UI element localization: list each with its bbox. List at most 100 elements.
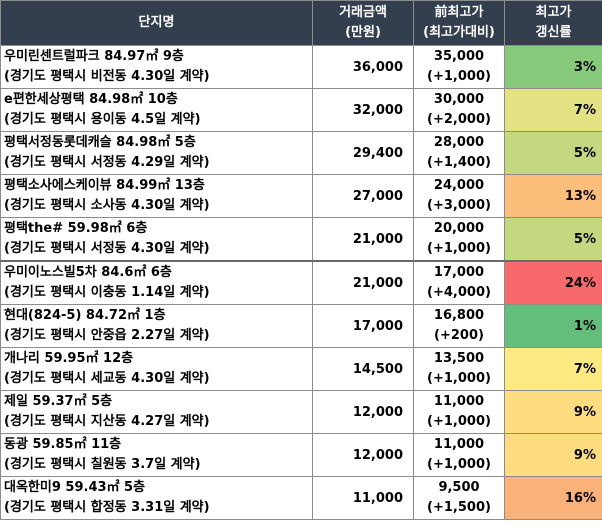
trade-amount: 12,000 <box>312 433 414 477</box>
complex-location: (경기도 평택시 서정동 4.30일 계약) <box>4 241 210 256</box>
trade-amount: 11,000 <box>312 476 414 520</box>
table-row: 현대(824-5) 84.72㎡ 1층 (경기도 평택시 안중읍 2.27일 계약… <box>0 304 602 348</box>
prev-high-diff: (+2,000) <box>427 112 491 127</box>
complex-name-cell: 우미린센트럴파크 84.97㎡ 9층 (경기도 평택시 비전동 4.30일 계약) <box>0 45 313 89</box>
prev-high-price: 20,000 <box>433 221 485 236</box>
complex-name: 우미린센트럴파크 84.97㎡ 9층 <box>4 49 184 64</box>
complex-name-cell: 현대(824-5) 84.72㎡ 1층 (경기도 평택시 안중읍 2.27일 계약… <box>0 304 313 348</box>
complex-name: 평택서정동롯데캐슬 84.98㎡ 5층 <box>4 135 196 150</box>
complex-location: (경기도 평택시 안중읍 2.27일 계약) <box>4 328 210 343</box>
complex-name: 개나리 59.95㎡ 12층 <box>4 351 134 366</box>
complex-name: e편한세상평택 84.98㎡ 10층 <box>4 92 178 107</box>
complex-name-cell: 평택서정동롯데캐슬 84.98㎡ 5층 (경기도 평택시 서정동 4.29일 계약… <box>0 131 313 175</box>
trade-amount: 29,400 <box>312 131 414 175</box>
prev-high-price: 9,500 <box>438 480 480 495</box>
header-trade-amount-line1: 거래금액 <box>339 5 387 20</box>
table-row: 평택서정동롯데캐슬 84.98㎡ 5층 (경기도 평택시 서정동 4.29일 계약… <box>0 131 602 175</box>
table-row: 동광 59.85㎡ 11층 (경기도 평택시 칠원동 3.7일 계약) 12,000… <box>0 433 602 477</box>
prev-high-diff: (+200) <box>434 328 484 343</box>
renewal-rate: 24% <box>504 260 602 305</box>
trade-amount: 21,000 <box>312 217 414 262</box>
renewal-rate: 7% <box>504 88 602 132</box>
complex-location: (경기도 평택시 세교동 4.30일 계약) <box>4 371 210 386</box>
prev-high-cell: 35,000 (+1,000) <box>413 45 505 89</box>
trade-amount: 32,000 <box>312 88 414 132</box>
complex-name-cell: 제일 59.37㎡ 5층 (경기도 평택시 지산동 4.27일 계약) <box>0 390 313 434</box>
complex-name-cell: 평택소사에스케이뷰 84.99㎡ 13층 (경기도 평택시 소사동 4.30일 계… <box>0 174 313 218</box>
renewal-rate: 16% <box>504 476 602 520</box>
table-row: 제일 59.37㎡ 5층 (경기도 평택시 지산동 4.27일 계약) 12,000… <box>0 390 602 434</box>
table-row: e편한세상평택 84.98㎡ 10층 (경기도 평택시 용이동 4.5일 계약) 3… <box>0 88 602 132</box>
trade-amount: 27,000 <box>312 174 414 218</box>
renewal-rate: 9% <box>504 433 602 477</box>
header-prev-high: 前최고가 (최고가대비) <box>413 0 505 46</box>
complex-location: (경기도 평택시 합정동 3.31일 계약) <box>4 500 210 515</box>
prev-high-diff: (+1,000) <box>427 457 491 472</box>
renewal-rate: 7% <box>504 347 602 391</box>
header-complex-name-label: 단지명 <box>138 15 175 30</box>
header-renewal-rate-line2: 갱신률 <box>535 25 572 40</box>
prev-high-price: 17,000 <box>433 265 485 280</box>
table-row: 개나리 59.95㎡ 12층 (경기도 평택시 세교동 4.30일 계약) 14,5… <box>0 347 602 391</box>
trade-amount: 12,000 <box>312 390 414 434</box>
complex-name-cell: 동광 59.85㎡ 11층 (경기도 평택시 칠원동 3.7일 계약) <box>0 433 313 477</box>
complex-location: (경기도 평택시 소사동 4.30일 계약) <box>4 198 210 213</box>
renewal-rate: 9% <box>504 390 602 434</box>
prev-high-price: 16,800 <box>433 308 485 323</box>
prev-high-diff: (+1,000) <box>427 414 491 429</box>
trade-amount: 21,000 <box>312 260 414 305</box>
prev-high-cell: 11,000 (+1,000) <box>413 390 505 434</box>
prev-high-price: 24,000 <box>433 178 485 193</box>
trade-amount: 36,000 <box>312 45 414 89</box>
complex-name: 동광 59.85㎡ 11층 <box>4 437 122 452</box>
prev-high-cell: 24,000 (+3,000) <box>413 174 505 218</box>
complex-name: 우미이노스빌5차 84.6㎡ 6층 <box>4 265 172 280</box>
renewal-rate: 3% <box>504 45 602 89</box>
prev-high-cell: 17,000 (+4,000) <box>413 260 505 305</box>
prev-high-price: 28,000 <box>433 135 485 150</box>
prev-high-diff: (+1,000) <box>427 241 491 256</box>
prev-high-cell: 11,000 (+1,000) <box>413 433 505 477</box>
renewal-rate: 5% <box>504 131 602 175</box>
table-header-row: 단지명 거래금액 (만원) 前최고가 (최고가대비) 최고가 갱신률 <box>0 0 602 46</box>
prev-high-price: 11,000 <box>433 437 485 452</box>
renewal-rate: 1% <box>504 304 602 348</box>
header-trade-amount: 거래금액 (만원) <box>312 0 414 46</box>
complex-name-cell: e편한세상평택 84.98㎡ 10층 (경기도 평택시 용이동 4.5일 계약) <box>0 88 313 132</box>
prev-high-price: 35,000 <box>433 49 485 64</box>
complex-name: 제일 59.37㎡ 5층 <box>4 394 113 409</box>
trade-amount: 14,500 <box>312 347 414 391</box>
prev-high-diff: (+3,000) <box>427 198 491 213</box>
prev-high-cell: 28,000 (+1,400) <box>413 131 505 175</box>
complex-name: 현대(824-5) 84.72㎡ 1층 <box>4 308 166 323</box>
table-row: 평택the# 59.98㎡ 6층 (경기도 평택시 서정동 4.30일 계약) 21… <box>0 217 602 262</box>
renewal-rate: 13% <box>504 174 602 218</box>
prev-high-diff: (+1,400) <box>427 155 491 170</box>
prev-high-cell: 9,500 (+1,500) <box>413 476 505 520</box>
prev-high-cell: 30,000 (+2,000) <box>413 88 505 132</box>
complex-location: (경기도 평택시 칠원동 3.7일 계약) <box>4 457 201 472</box>
complex-location: (경기도 평택시 지산동 4.27일 계약) <box>4 414 210 429</box>
header-renewal-rate-line1: 최고가 <box>535 5 572 20</box>
prev-high-diff: (+1,000) <box>427 69 491 84</box>
complex-location: (경기도 평택시 이충동 1.14일 계약) <box>4 285 210 300</box>
table-row: 우미린센트럴파크 84.97㎡ 9층 (경기도 평택시 비전동 4.30일 계약)… <box>0 45 602 89</box>
header-prev-high-line1: 前최고가 <box>434 5 484 20</box>
renewal-rate: 5% <box>504 217 602 262</box>
prev-high-cell: 13,500 (+1,000) <box>413 347 505 391</box>
trade-amount: 17,000 <box>312 304 414 348</box>
complex-name: 평택the# 59.98㎡ 6층 <box>4 221 148 236</box>
table-row: 대옥한미9 59.43㎡ 5층 (경기도 평택시 합정동 3.31일 계약) 11,… <box>0 476 602 520</box>
prev-high-diff: (+1,500) <box>427 500 491 515</box>
prev-high-diff: (+4,000) <box>427 285 491 300</box>
header-prev-high-line2: (최고가대비) <box>423 25 495 40</box>
prev-high-price: 11,000 <box>433 394 485 409</box>
complex-name: 대옥한미9 59.43㎡ 5층 <box>4 480 146 495</box>
complex-location: (경기도 평택시 비전동 4.30일 계약) <box>4 69 210 84</box>
complex-name-cell: 대옥한미9 59.43㎡ 5층 (경기도 평택시 합정동 3.31일 계약) <box>0 476 313 520</box>
table-row: 우미이노스빌5차 84.6㎡ 6층 (경기도 평택시 이충동 1.14일 계약) 2… <box>0 260 602 305</box>
prev-high-price: 13,500 <box>433 351 485 366</box>
complex-name-cell: 우미이노스빌5차 84.6㎡ 6층 (경기도 평택시 이충동 1.14일 계약) <box>0 260 313 305</box>
prev-high-diff: (+1,000) <box>427 371 491 386</box>
